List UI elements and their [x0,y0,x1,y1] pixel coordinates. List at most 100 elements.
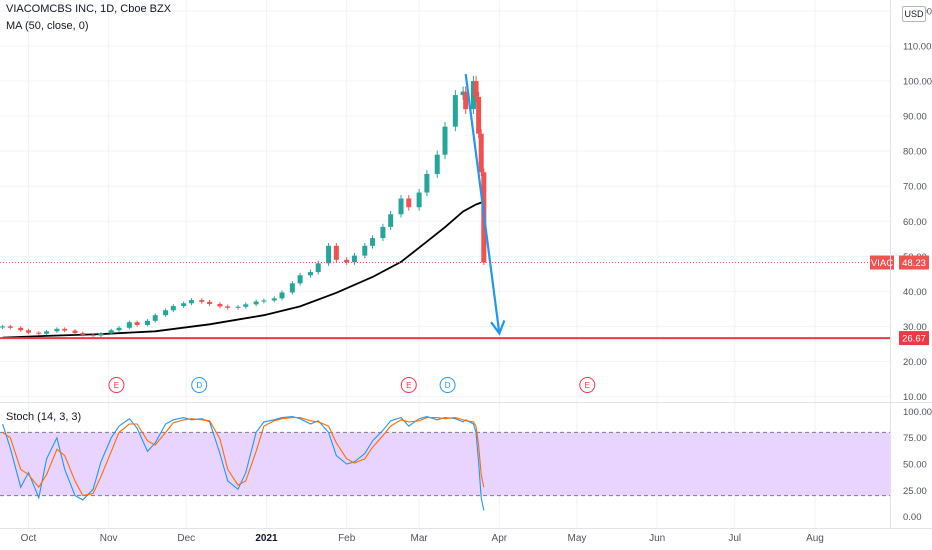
dividend-event-marker [439,377,456,393]
candle-body [315,263,321,273]
candle-body [25,330,31,333]
price-tick-label: 70.00 [903,182,927,193]
candle-body [188,300,194,304]
earnings-event-label: E [585,381,590,390]
earnings-event-marker [400,377,417,393]
stoch-tick-label: 25.00 [903,486,927,497]
candle-body [152,315,158,321]
candle-body [476,96,482,134]
candle-body [18,327,24,331]
stoch-tick-label: 100.00 [903,407,932,418]
dividend-event-label: D [445,381,451,390]
symbol-tag-label: VIAC [871,258,893,269]
candle-body [442,126,448,155]
time-tick-label: Mar [411,533,429,544]
time-tick-label: Aug [806,533,824,544]
candle-body [333,245,339,260]
stoch-tick-label: 0.00 [903,512,922,523]
candle-body [36,332,42,334]
candle-body [98,333,104,336]
candle-body [344,259,350,263]
ma-legend[interactable]: MA (50, close, 0) [6,20,89,32]
candle-body [225,306,231,308]
time-tick-label: Jul [728,533,741,544]
candle-body [279,292,285,299]
candle-body [207,301,213,304]
price-tick-label: 40.00 [903,287,927,298]
price-tick-label: 20.00 [903,357,927,368]
earnings-event-marker [108,377,125,393]
stoch-tick-label: 50.00 [903,460,927,471]
candle-body [170,306,176,311]
candle-body [199,300,205,302]
price-tick-label: 80.00 [903,147,927,158]
candle-body [463,91,469,110]
candle-body [326,245,332,264]
arrow-head [490,319,506,336]
candle-body [289,283,295,293]
candle-body [253,301,259,305]
dividend-event-label: D [196,381,202,390]
candle-body [144,320,150,326]
candle-body [297,275,303,284]
candles [0,75,487,337]
time-tick-label: Jun [649,533,665,544]
candle-body [434,154,440,174]
candle-body [44,331,50,334]
symbol-tag [870,255,894,270]
last-price-tag [899,255,929,270]
candle-body [351,255,357,263]
candle-body [90,334,96,336]
candle-body [80,333,86,335]
candle-body [134,322,140,326]
support-price-tag [899,331,929,346]
stoch-axis[interactable]: 0.00 25.00 50.00 75.00 100.00 [903,407,932,523]
candle-body [398,198,404,215]
projection-arrow[interactable] [464,73,506,336]
candle-body [7,326,13,328]
time-tick-label: Nov [100,533,118,544]
ma-line [2,200,485,339]
candle-body [460,91,466,96]
candle-body [261,300,267,302]
stoch-tick-label: 75.00 [903,433,927,444]
last-price-marker: VIAC 48.23 [0,255,929,270]
time-tick-label: Oct [21,533,37,544]
support-line[interactable]: 26.67 [0,331,929,346]
stoch-band [0,432,890,496]
currency-button[interactable]: USD [902,6,926,22]
candle-body [416,192,422,208]
earnings-event-label: E [114,381,119,390]
candle-body [181,303,187,307]
candle-body [116,327,122,331]
candle-body [72,330,78,334]
candle-body [62,328,68,331]
candle-body [424,173,430,193]
candle-body [362,245,368,256]
symbol-title[interactable]: VIACOMCBS INC, 1D, Cboe BZX [6,3,172,15]
candle-body [380,226,386,239]
candle-body [470,81,476,110]
support-price-label: 26.67 [902,334,926,345]
stoch-legend[interactable]: Stoch (14, 3, 3) [6,411,82,423]
time-tick-label: Dec [177,533,195,544]
stoch-grid [0,431,890,497]
time-axis[interactable]: Oct Nov Dec 2021 Feb Mar Apr May Jun Jul Aug [21,533,824,544]
candle-body [163,310,169,316]
candle-body [126,322,132,328]
candle-body [271,298,277,301]
candle-body [452,95,458,127]
time-tick-label: Apr [492,533,508,544]
candle-body [217,303,223,307]
price-tick-label: 90.00 [903,112,927,123]
price-tick-label: 10.00 [903,392,927,403]
candle-body [388,214,394,227]
earnings-event-label: E [406,381,411,390]
time-tick-label: 2021 [255,533,278,544]
earnings-event-marker [579,377,596,393]
last-price-label: 48.23 [902,258,926,269]
time-tick-label: Feb [338,533,356,544]
dividend-event-marker [191,377,208,393]
